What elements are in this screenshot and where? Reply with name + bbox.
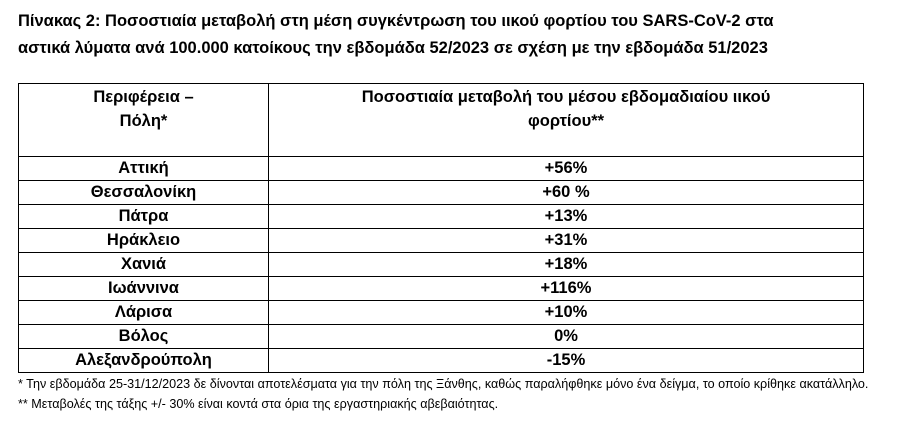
city-cell: Λάρισα: [18, 300, 269, 325]
city-cell: Χανιά: [18, 252, 269, 277]
table-row: Αλεξανδρούπολη -15%: [18, 348, 864, 373]
change-cell: +56%: [268, 156, 864, 181]
change-cell: +18%: [268, 252, 864, 277]
table-row: Ιωάννινα +116%: [18, 276, 864, 301]
table-row: Χανιά +18%: [18, 252, 864, 277]
footnote: ** Μεταβολές της τάξης +/- 30% είναι κον…: [18, 397, 499, 411]
city-cell: Βόλος: [18, 324, 269, 349]
city-cell: Αττική: [18, 156, 269, 181]
city-cell: Θεσσαλονίκη: [18, 180, 269, 205]
table-row: Ηράκλειο +31%: [18, 228, 864, 253]
city-cell: Ηράκλειο: [18, 228, 269, 253]
change-cell: +31%: [268, 228, 864, 253]
table-row: Βόλος 0%: [18, 324, 864, 349]
header-cell: Περιφέρεια – Πόλη*: [18, 83, 269, 157]
table: Περιφέρεια – Πόλη* Ποσοστιαία μεταβολή τ…: [18, 83, 864, 373]
change-cell: +13%: [268, 204, 864, 229]
title: Πίνακας 2: Ποσοστιαία μεταβολή στη μέση …: [18, 8, 774, 62]
change-cell: +60 %: [268, 180, 864, 205]
city-cell: Ιωάννινα: [18, 276, 269, 301]
footnotes: * Την εβδομάδα 25-31/12/2023 δε δίνονται…: [18, 374, 890, 414]
header-cell: Ποσοστιαία μεταβολή του μέσου εβδομαδιαί…: [268, 83, 864, 157]
city-cell: Πάτρα: [18, 204, 269, 229]
table-row: Πάτρα +13%: [18, 204, 864, 229]
table-row: Αττική +56%: [18, 156, 864, 181]
footnote: * Την εβδομάδα 25-31/12/2023 δε δίνονται…: [18, 377, 869, 391]
title-line: Πίνακας 2: Ποσοστιαία μεταβολή στη μέση …: [18, 12, 774, 30]
change-cell: +10%: [268, 300, 864, 325]
city-cell: Αλεξανδρούπολη: [18, 348, 269, 373]
table-row: Λάρισα +10%: [18, 300, 864, 325]
title-line: αστικά λύματα ανά 100.000 κατοίκους την …: [18, 39, 768, 57]
table-body: Αττική +56% Θεσσαλονίκη +60 % Πάτρα +13% Ηράκλ…: [18, 156, 864, 373]
change-cell: 0%: [268, 324, 864, 349]
table-row: Θεσσαλονίκη +60 %: [18, 180, 864, 205]
change-cell: +116%: [268, 276, 864, 301]
change-cell: -15%: [268, 348, 864, 373]
